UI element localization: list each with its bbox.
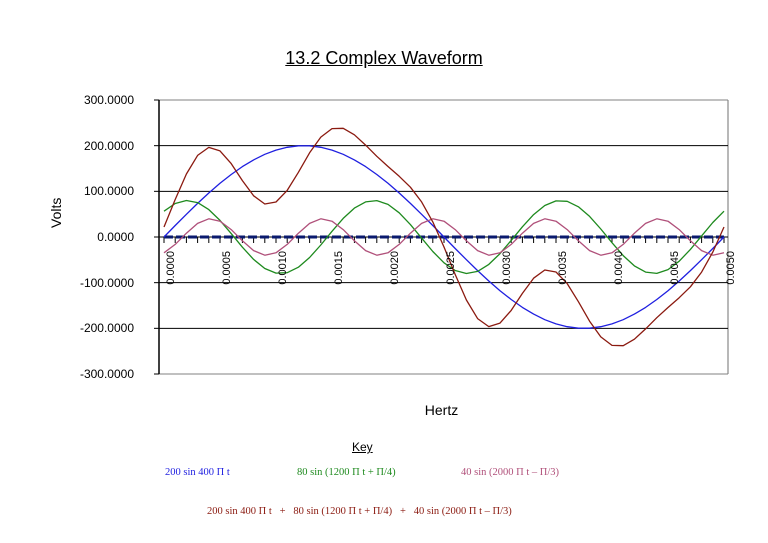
x-tick-label: 0.0010 [277, 251, 289, 285]
y-tick-label: 200.0000 [83, 138, 134, 153]
x-tick-label: 0.0035 [557, 251, 569, 285]
legend-item-series3: 40 sin (2000 Π t – Π/3) [461, 467, 559, 478]
x-tick-label: 0.0025 [445, 251, 457, 285]
series-line [163, 199, 725, 275]
x-tick-label: 0.0020 [389, 251, 401, 285]
x-tick-label: 0.0040 [613, 251, 625, 285]
series-line [163, 218, 725, 256]
x-tick-label: 0.0005 [221, 251, 233, 285]
legend-title: Key [352, 440, 373, 454]
series-lines [163, 127, 725, 347]
y-tick-label: -100.0000 [79, 275, 134, 290]
x-tick-label: 0.0045 [669, 251, 681, 285]
x-tick-label: 0.0050 [725, 251, 737, 285]
y-tick-label: 100.0000 [83, 184, 134, 199]
x-tick-label: 0.0015 [333, 251, 345, 285]
y-tick-label: -200.0000 [79, 321, 134, 336]
y-tick-label: 300.0000 [83, 93, 134, 107]
legend-item-series1: 200 sin 400 Π t [165, 467, 230, 478]
x-axis-label: Hertz [424, 402, 459, 418]
x-tick-label: 0.0030 [501, 251, 513, 285]
y-tick-label: 0.0000 [97, 230, 134, 244]
y-tick-label: -300.0000 [79, 367, 134, 381]
series-line [163, 145, 725, 329]
x-tick-label: 0.0000 [165, 251, 177, 285]
legend-item-series2: 80 sin (1200 Π t + Π/4) [297, 467, 396, 478]
legend-item-sum: 200 sin 400 Π t + 80 sin (1200 Π t + Π/4… [207, 506, 512, 517]
y-axis-label: Volts [48, 197, 64, 228]
chart-title: 13.2 Complex Waveform [285, 48, 483, 68]
series-line [163, 127, 725, 347]
